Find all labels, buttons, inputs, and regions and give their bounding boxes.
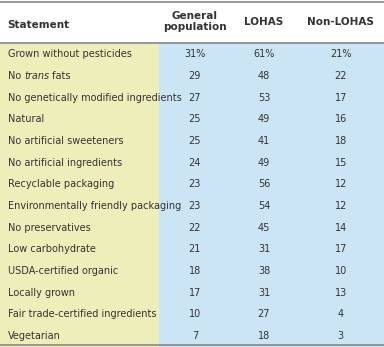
Text: Fair trade-certified ingredients: Fair trade-certified ingredients — [8, 310, 156, 320]
Text: 14: 14 — [335, 223, 347, 233]
Text: Recyclable packaging: Recyclable packaging — [8, 179, 114, 189]
Text: 17: 17 — [334, 244, 347, 254]
Text: 12: 12 — [334, 179, 347, 189]
Text: 4: 4 — [338, 310, 344, 320]
Text: 31%: 31% — [184, 49, 205, 59]
Text: Vegetarian: Vegetarian — [8, 331, 61, 341]
Text: 7: 7 — [192, 331, 198, 341]
Text: 22: 22 — [334, 71, 347, 81]
Text: Non-LOHAS: Non-LOHAS — [307, 17, 374, 27]
Text: 49: 49 — [258, 158, 270, 168]
Text: 10: 10 — [335, 266, 347, 276]
Text: 53: 53 — [258, 93, 270, 103]
Text: trans: trans — [24, 71, 49, 81]
Text: 22: 22 — [189, 223, 201, 233]
Text: General
population: General population — [163, 11, 227, 33]
Text: 24: 24 — [189, 158, 201, 168]
Text: 56: 56 — [258, 179, 270, 189]
Text: 61%: 61% — [253, 49, 275, 59]
Text: 45: 45 — [258, 223, 270, 233]
Text: Environmentally friendly packaging: Environmentally friendly packaging — [8, 201, 181, 211]
Text: 25: 25 — [189, 136, 201, 146]
Text: 41: 41 — [258, 136, 270, 146]
Text: 3: 3 — [338, 331, 344, 341]
Text: Low carbohydrate: Low carbohydrate — [8, 244, 96, 254]
Text: 18: 18 — [335, 136, 347, 146]
Text: Natural: Natural — [8, 114, 44, 124]
Text: 12: 12 — [334, 201, 347, 211]
Text: 13: 13 — [335, 288, 347, 298]
Text: No preservatives: No preservatives — [8, 223, 90, 233]
Text: 17: 17 — [334, 93, 347, 103]
Text: Grown without pesticides: Grown without pesticides — [8, 49, 132, 59]
Text: 27: 27 — [189, 93, 201, 103]
Text: LOHAS: LOHAS — [244, 17, 284, 27]
Text: USDA-certified organic: USDA-certified organic — [8, 266, 118, 276]
Text: No: No — [8, 71, 24, 81]
Text: 29: 29 — [189, 71, 201, 81]
Text: Statement: Statement — [8, 20, 70, 30]
Text: 15: 15 — [334, 158, 347, 168]
Text: 38: 38 — [258, 266, 270, 276]
Text: Locally grown: Locally grown — [8, 288, 74, 298]
Text: 23: 23 — [189, 179, 201, 189]
Text: 31: 31 — [258, 244, 270, 254]
Text: 48: 48 — [258, 71, 270, 81]
Bar — [159, 0, 384, 347]
Text: 17: 17 — [189, 288, 201, 298]
Text: 21: 21 — [189, 244, 201, 254]
Text: 31: 31 — [258, 288, 270, 298]
Text: 49: 49 — [258, 114, 270, 124]
Text: fats: fats — [49, 71, 71, 81]
Text: 25: 25 — [189, 114, 201, 124]
Text: No artificial sweeteners: No artificial sweeteners — [8, 136, 123, 146]
Bar — [0, 0, 384, 43]
Text: 10: 10 — [189, 310, 201, 320]
Text: No genetically modified ingredients: No genetically modified ingredients — [8, 93, 181, 103]
Text: 54: 54 — [258, 201, 270, 211]
Bar — [0, 0, 159, 347]
Text: 18: 18 — [189, 266, 201, 276]
Text: 23: 23 — [189, 201, 201, 211]
Text: 27: 27 — [258, 310, 270, 320]
Text: 21%: 21% — [330, 49, 351, 59]
Text: No artificial ingredients: No artificial ingredients — [8, 158, 122, 168]
Text: 16: 16 — [335, 114, 347, 124]
Text: 18: 18 — [258, 331, 270, 341]
